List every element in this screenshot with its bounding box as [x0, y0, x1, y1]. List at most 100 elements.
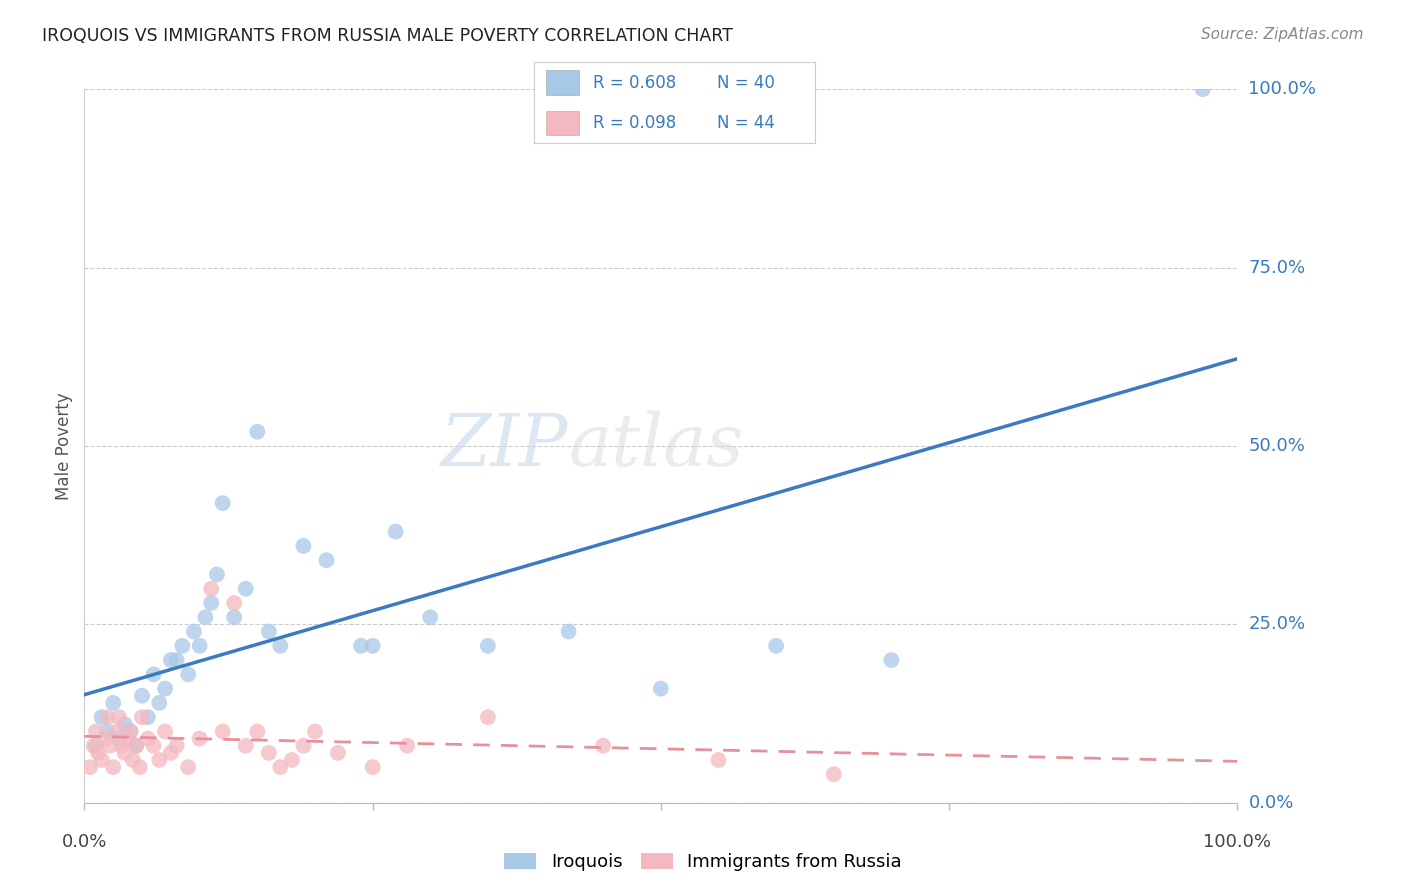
Point — [246, 724, 269, 739]
Point — [90, 710, 112, 724]
Text: R = 0.608: R = 0.608 — [593, 73, 676, 92]
Text: 50.0%: 50.0% — [1249, 437, 1305, 455]
Point — [96, 710, 118, 724]
Point — [177, 760, 200, 774]
Point — [396, 739, 419, 753]
Point — [315, 553, 337, 567]
Point — [224, 596, 246, 610]
Point — [110, 739, 132, 753]
Point — [160, 653, 183, 667]
Text: 100.0%: 100.0% — [1249, 80, 1316, 98]
Point — [114, 746, 136, 760]
Point — [131, 710, 153, 724]
Point — [142, 739, 165, 753]
Point — [361, 760, 384, 774]
Point — [172, 639, 194, 653]
Point — [326, 746, 349, 760]
Point — [131, 689, 153, 703]
Text: N = 40: N = 40 — [717, 73, 775, 92]
Point — [183, 624, 205, 639]
Point — [205, 567, 228, 582]
Point — [188, 639, 211, 653]
Point — [304, 724, 326, 739]
Y-axis label: Male Poverty: Male Poverty — [55, 392, 73, 500]
Point — [592, 739, 614, 753]
Point — [136, 710, 159, 724]
Text: Source: ZipAtlas.com: Source: ZipAtlas.com — [1201, 27, 1364, 42]
Text: 75.0%: 75.0% — [1249, 259, 1306, 277]
Point — [120, 724, 142, 739]
Text: R = 0.098: R = 0.098 — [593, 113, 676, 132]
Point — [257, 624, 280, 639]
Point — [246, 425, 269, 439]
Point — [1191, 82, 1213, 96]
Point — [142, 667, 165, 681]
Point — [108, 710, 131, 724]
Point — [880, 653, 903, 667]
Point — [194, 610, 217, 624]
Text: 100.0%: 100.0% — [1204, 833, 1271, 851]
Point — [707, 753, 730, 767]
Point — [103, 760, 124, 774]
Text: ZIP: ZIP — [441, 410, 568, 482]
Point — [114, 717, 136, 731]
Point — [292, 539, 315, 553]
Point — [188, 731, 211, 746]
Legend: Iroquois, Immigrants from Russia: Iroquois, Immigrants from Russia — [496, 846, 910, 879]
Text: IROQUOIS VS IMMIGRANTS FROM RUSSIA MALE POVERTY CORRELATION CHART: IROQUOIS VS IMMIGRANTS FROM RUSSIA MALE … — [42, 27, 733, 45]
Point — [269, 639, 291, 653]
Point — [84, 724, 107, 739]
Point — [477, 639, 499, 653]
Point — [477, 710, 499, 724]
Point — [96, 724, 118, 739]
Point — [117, 731, 139, 746]
Bar — [546, 111, 579, 135]
Point — [136, 731, 159, 746]
Point — [105, 724, 128, 739]
Point — [224, 610, 246, 624]
Point — [200, 596, 222, 610]
Text: atlas: atlas — [568, 410, 744, 482]
Point — [235, 582, 257, 596]
Text: 0.0%: 0.0% — [62, 833, 107, 851]
Point — [125, 739, 148, 753]
Point — [83, 739, 105, 753]
Text: 0.0%: 0.0% — [1249, 794, 1294, 812]
Point — [87, 746, 110, 760]
Point — [292, 739, 315, 753]
Point — [160, 746, 183, 760]
Point — [84, 739, 107, 753]
Point — [384, 524, 406, 539]
Point — [108, 731, 131, 746]
Point — [177, 667, 200, 681]
Bar — [546, 70, 579, 95]
Point — [120, 724, 142, 739]
Point — [103, 696, 124, 710]
Point — [557, 624, 579, 639]
Point — [650, 681, 672, 696]
Point — [128, 760, 150, 774]
Point — [90, 753, 112, 767]
Point — [166, 739, 188, 753]
Point — [257, 746, 280, 760]
Point — [350, 639, 373, 653]
Point — [281, 753, 304, 767]
Point — [98, 739, 121, 753]
Point — [235, 739, 257, 753]
Point — [166, 653, 188, 667]
Point — [153, 681, 176, 696]
Point — [211, 724, 233, 739]
Point — [211, 496, 233, 510]
Text: 25.0%: 25.0% — [1249, 615, 1306, 633]
Point — [765, 639, 787, 653]
Point — [148, 696, 170, 710]
Text: N = 44: N = 44 — [717, 113, 775, 132]
Point — [269, 760, 291, 774]
Point — [361, 639, 384, 653]
Point — [153, 724, 176, 739]
Point — [200, 582, 222, 596]
Point — [148, 753, 170, 767]
Point — [823, 767, 845, 781]
Point — [121, 753, 143, 767]
Point — [125, 739, 148, 753]
